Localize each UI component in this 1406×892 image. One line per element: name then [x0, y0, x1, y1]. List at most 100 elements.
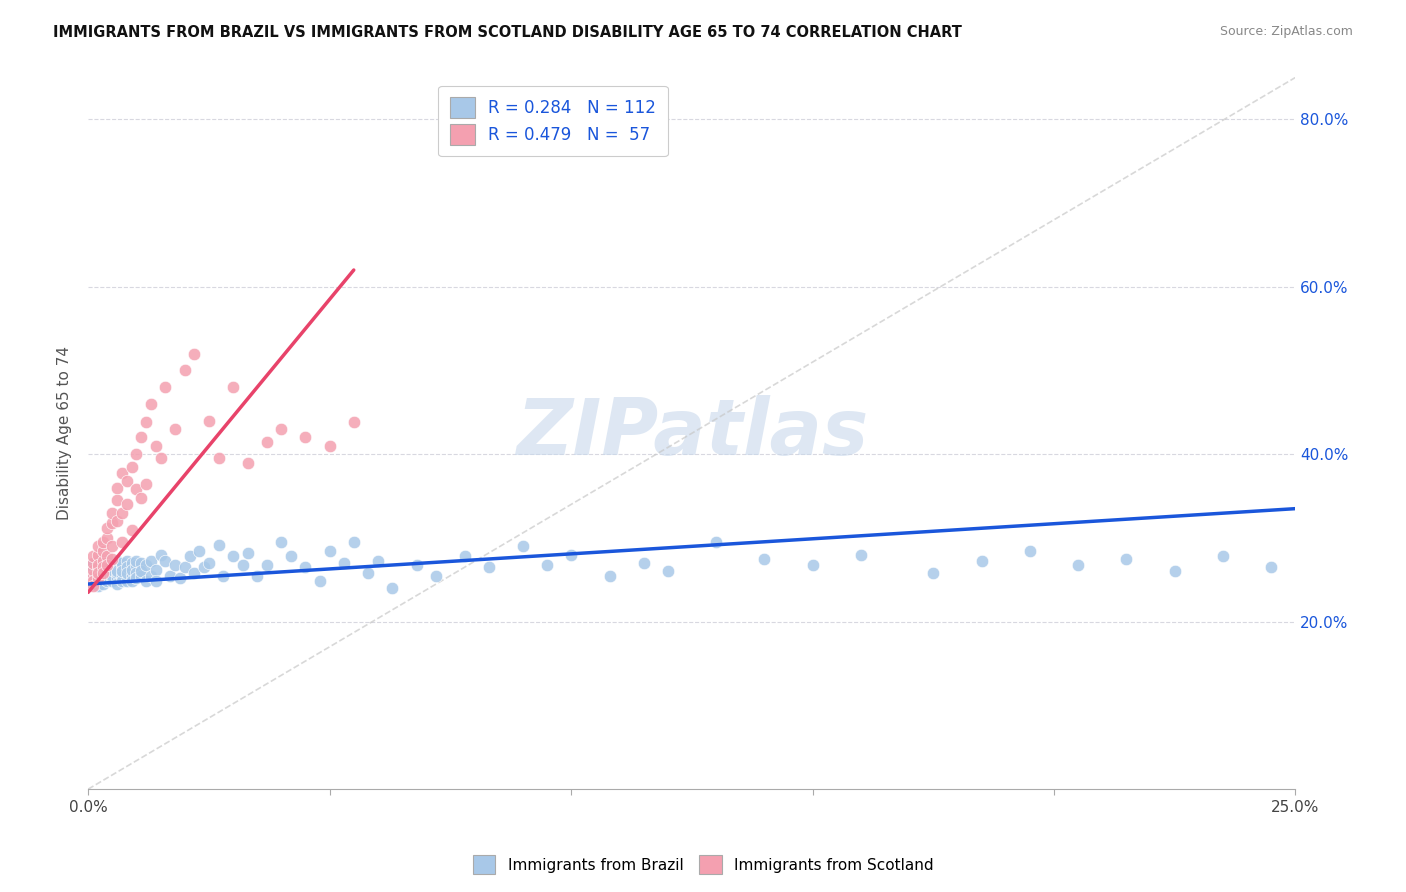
- Point: [105, 514, 128, 528]
- Point: [96, 558, 118, 572]
- Point: [198, 556, 221, 570]
- Point: [101, 556, 124, 570]
- Point: [454, 549, 477, 564]
- Point: [87, 571, 110, 585]
- Point: [145, 439, 167, 453]
- Point: [704, 535, 727, 549]
- Point: [246, 568, 269, 582]
- Point: [91, 573, 114, 587]
- Point: [125, 447, 148, 461]
- Point: [82, 568, 104, 582]
- Point: [87, 560, 110, 574]
- Point: [111, 574, 134, 589]
- Point: [101, 563, 124, 577]
- Point: [87, 566, 110, 581]
- Point: [91, 577, 114, 591]
- Point: [125, 483, 148, 497]
- Point: [91, 566, 114, 581]
- Point: [87, 558, 110, 572]
- Point: [318, 439, 340, 453]
- Point: [179, 549, 201, 564]
- Point: [318, 543, 340, 558]
- Point: [87, 579, 110, 593]
- Point: [87, 574, 110, 589]
- Point: [405, 558, 427, 572]
- Point: [121, 523, 143, 537]
- Point: [149, 451, 172, 466]
- Point: [91, 560, 114, 574]
- Legend: R = 0.284   N = 112, R = 0.479   N =  57: R = 0.284 N = 112, R = 0.479 N = 57: [439, 86, 668, 156]
- Point: [111, 568, 134, 582]
- Point: [198, 414, 221, 428]
- Point: [129, 430, 152, 444]
- Point: [91, 560, 114, 574]
- Point: [135, 574, 157, 589]
- Point: [633, 556, 655, 570]
- Point: [101, 539, 124, 553]
- Point: [309, 574, 332, 589]
- Point: [111, 466, 134, 480]
- Point: [82, 563, 104, 577]
- Point: [111, 560, 134, 574]
- Point: [343, 535, 366, 549]
- Point: [101, 552, 124, 566]
- Point: [188, 543, 211, 558]
- Point: [101, 574, 124, 589]
- Point: [111, 535, 134, 549]
- Point: [105, 481, 128, 495]
- Point: [1115, 552, 1137, 566]
- Point: [101, 560, 124, 574]
- Point: [82, 556, 104, 570]
- Point: [101, 568, 124, 582]
- Point: [115, 574, 138, 589]
- Point: [82, 573, 104, 587]
- Point: [111, 506, 134, 520]
- Point: [135, 558, 157, 572]
- Legend: Immigrants from Brazil, Immigrants from Scotland: Immigrants from Brazil, Immigrants from …: [467, 849, 939, 880]
- Point: [801, 558, 824, 572]
- Text: ZIPatlas: ZIPatlas: [516, 395, 868, 471]
- Point: [87, 548, 110, 562]
- Point: [91, 566, 114, 581]
- Point: [82, 574, 104, 589]
- Point: [1164, 565, 1187, 579]
- Point: [173, 363, 195, 377]
- Point: [105, 565, 128, 579]
- Point: [82, 565, 104, 579]
- Point: [207, 538, 229, 552]
- Point: [512, 539, 534, 553]
- Point: [343, 416, 366, 430]
- Point: [115, 554, 138, 568]
- Point: [357, 566, 380, 581]
- Point: [149, 548, 172, 562]
- Point: [129, 565, 152, 579]
- Point: [101, 566, 124, 581]
- Point: [129, 556, 152, 570]
- Point: [82, 560, 104, 574]
- Point: [125, 554, 148, 568]
- Point: [169, 571, 191, 585]
- Point: [129, 568, 152, 582]
- Point: [82, 549, 104, 564]
- Point: [121, 563, 143, 577]
- Point: [115, 560, 138, 574]
- Point: [222, 380, 245, 394]
- Text: IMMIGRANTS FROM BRAZIL VS IMMIGRANTS FROM SCOTLAND DISABILITY AGE 65 TO 74 CORRE: IMMIGRANTS FROM BRAZIL VS IMMIGRANTS FRO…: [53, 25, 962, 40]
- Point: [849, 548, 872, 562]
- Point: [129, 491, 152, 505]
- Point: [333, 556, 356, 570]
- Point: [105, 493, 128, 508]
- Point: [101, 506, 124, 520]
- Point: [212, 568, 235, 582]
- Point: [96, 571, 118, 585]
- Point: [193, 560, 215, 574]
- Point: [139, 554, 162, 568]
- Point: [165, 422, 187, 436]
- Point: [121, 459, 143, 474]
- Point: [105, 558, 128, 572]
- Point: [96, 549, 118, 564]
- Point: [236, 456, 259, 470]
- Point: [96, 574, 118, 589]
- Point: [294, 560, 316, 574]
- Point: [101, 516, 124, 530]
